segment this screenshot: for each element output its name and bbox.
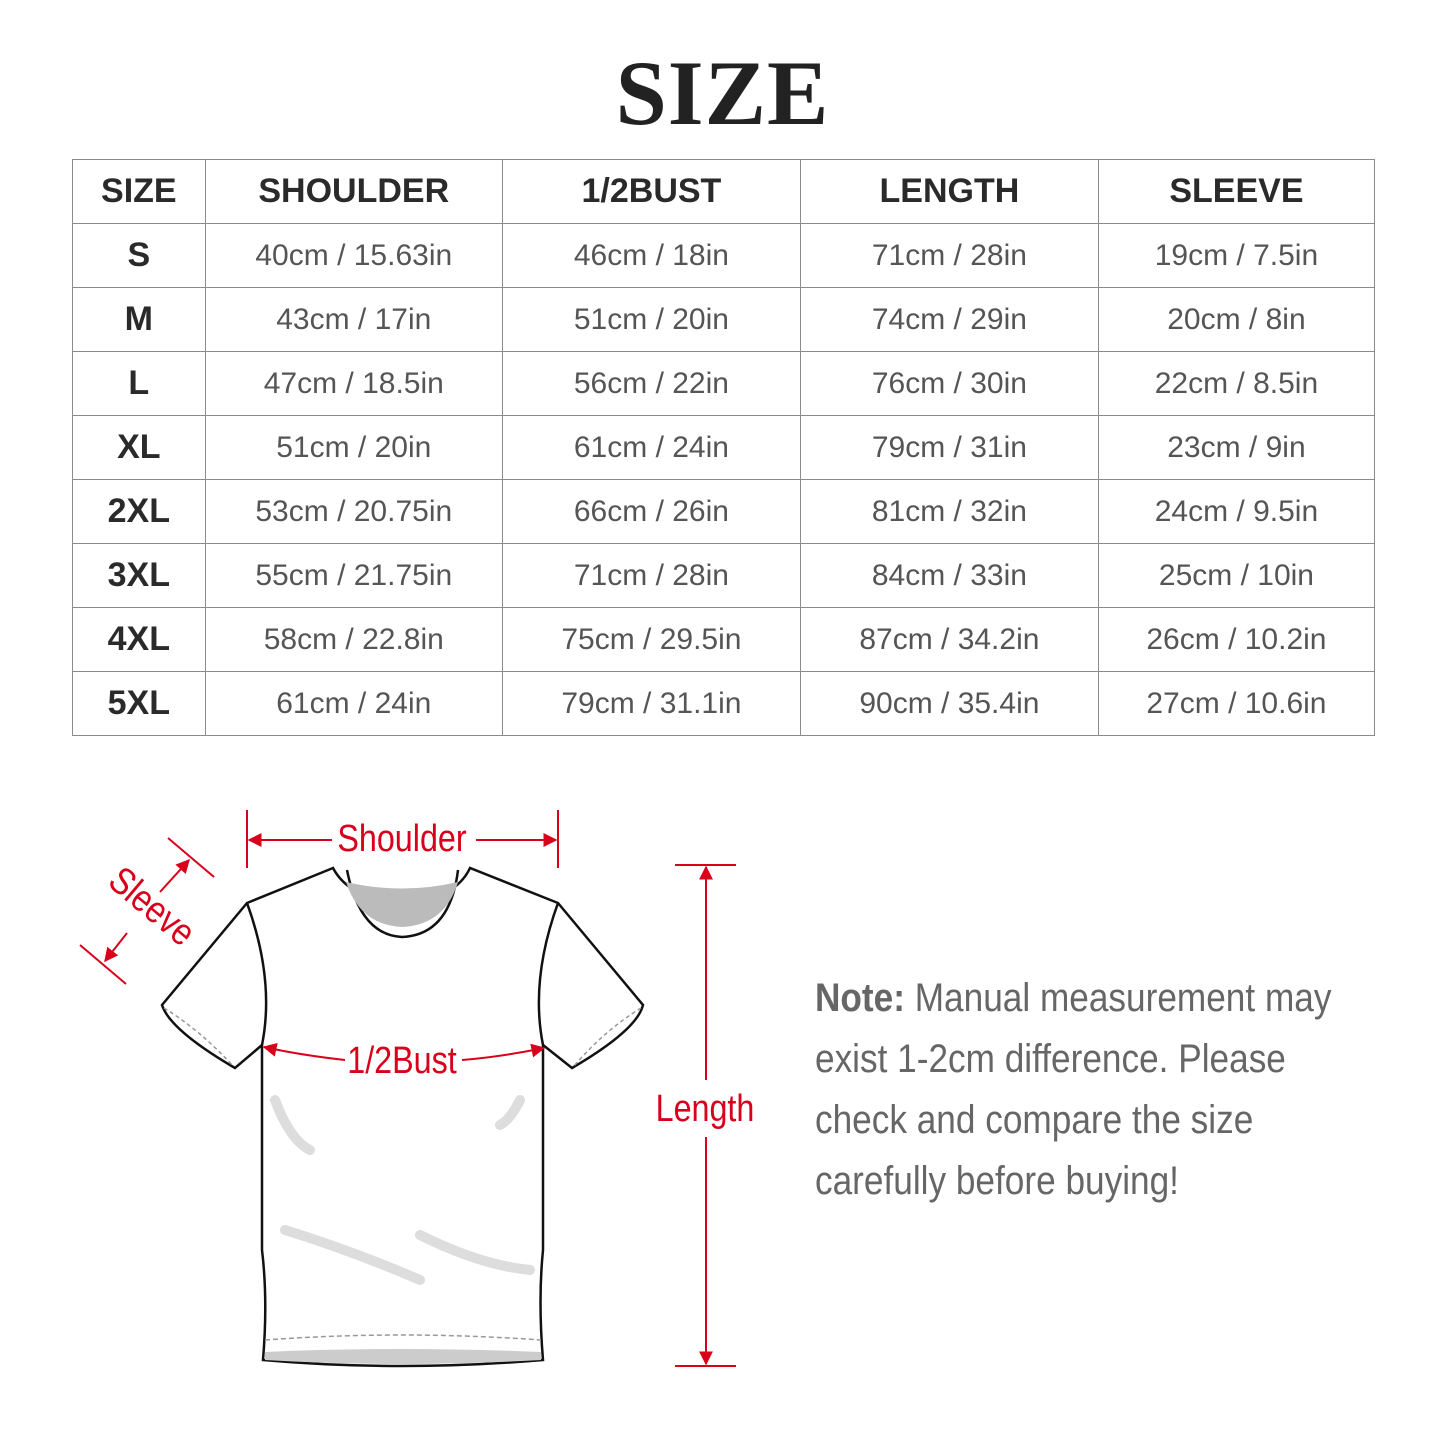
measurement-cell: 51cm / 20in xyxy=(204,415,503,480)
measurement-cell: 22cm / 8.5in xyxy=(1097,351,1376,416)
size-cell: 3XL xyxy=(72,543,206,608)
measurement-cell: 76cm / 30in xyxy=(799,351,1099,416)
measurement-cell: 26cm / 10.2in xyxy=(1097,607,1376,672)
note-text: Note: Manual measurement may exist 1-2cm… xyxy=(815,968,1331,1212)
size-cell: S xyxy=(72,223,206,288)
measurement-cell: 46cm / 18in xyxy=(501,223,801,288)
measurement-cell: 74cm / 29in xyxy=(799,287,1099,352)
table-header-row: SIZE SHOULDER 1/2BUST LENGTH SLEEVE xyxy=(72,159,1376,224)
note-line: carefully before buying! xyxy=(815,1159,1179,1203)
size-table: SIZE SHOULDER 1/2BUST LENGTH SLEEVE S 40cm / … xyxy=(72,159,1376,736)
table-row: XL 51cm / 20in 61cm / 24in 79cm / 31in 23cm … xyxy=(72,415,1376,480)
note-label: Note: xyxy=(815,976,905,1020)
note-line: exist 1-2cm difference. Please xyxy=(815,1037,1286,1081)
measurement-cell: 24cm / 9.5in xyxy=(1097,479,1376,544)
measurement-cell: 66cm / 26in xyxy=(501,479,801,544)
measurement-cell: 84cm / 33in xyxy=(799,543,1099,608)
measurement-cell: 79cm / 31in xyxy=(799,415,1099,480)
measurement-cell: 61cm / 24in xyxy=(501,415,801,480)
sleeve-label: Sleeve xyxy=(101,859,204,955)
measurement-cell: 75cm / 29.5in xyxy=(501,607,801,672)
wrinkle-shading xyxy=(270,1095,535,1285)
table-row: 3XL 55cm / 21.75in 71cm / 28in 84cm / 33in 2… xyxy=(72,543,1376,608)
measurement-cell: 25cm / 10in xyxy=(1097,543,1376,608)
measurement-cell: 23cm / 9in xyxy=(1097,415,1376,480)
measurement-cell: 71cm / 28in xyxy=(501,543,801,608)
measurement-cell: 79cm / 31.1in xyxy=(501,671,801,736)
measurement-cell: 40cm / 15.63in xyxy=(204,223,503,288)
measurement-cell: 58cm / 22.8in xyxy=(204,607,503,672)
size-cell: 4XL xyxy=(72,607,206,672)
tshirt-icon xyxy=(160,866,645,1368)
measurement-cell: 81cm / 32in xyxy=(799,479,1099,544)
size-cell: 2XL xyxy=(72,479,206,544)
measurement-cell: 90cm / 35.4in xyxy=(799,671,1099,736)
column-header: LENGTH xyxy=(799,159,1099,224)
table-row: 2XL 53cm / 20.75in 66cm / 26in 81cm / 32in 2… xyxy=(72,479,1376,544)
measurement-cell: 53cm / 20.75in xyxy=(204,479,503,544)
measurement-cell: 20cm / 8in xyxy=(1097,287,1376,352)
size-cell: L xyxy=(72,351,206,416)
table-row: M 43cm / 17in 51cm / 20in 74cm / 29in 20cm /… xyxy=(72,287,1376,352)
shoulder-label: Shoulder xyxy=(337,818,466,860)
measurement-cell: 43cm / 17in xyxy=(204,287,503,352)
measurement-cell: 27cm / 10.6in xyxy=(1097,671,1376,736)
measurement-cell: 19cm / 7.5in xyxy=(1097,223,1376,288)
bust-label: 1/2Bust xyxy=(347,1040,457,1082)
column-header: 1/2BUST xyxy=(501,159,801,224)
length-label: Length xyxy=(656,1088,755,1130)
measurement-cell: 56cm / 22in xyxy=(501,351,801,416)
measure-lines xyxy=(79,810,736,1367)
table-row: 5XL 61cm / 24in 79cm / 31.1in 90cm / 35.4in… xyxy=(72,671,1376,736)
measurement-cell: 47cm / 18.5in xyxy=(204,351,503,416)
note-line: Manual measurement may xyxy=(904,976,1332,1020)
table-row: S 40cm / 15.63in 46cm / 18in 71cm / 28in 19c… xyxy=(72,223,1376,288)
size-cell: M xyxy=(72,287,206,352)
note-line: check and compare the size xyxy=(815,1098,1254,1142)
measurement-cell: 61cm / 24in xyxy=(204,671,503,736)
measurement-cell: 55cm / 21.75in xyxy=(204,543,503,608)
size-cell: 5XL xyxy=(72,671,206,736)
table-row: L 47cm / 18.5in 56cm / 22in 76cm / 30in 22cm… xyxy=(72,351,1376,416)
column-header: SIZE xyxy=(72,159,206,224)
column-header: SLEEVE xyxy=(1097,159,1376,224)
measurement-cell: 51cm / 20in xyxy=(501,287,801,352)
page-title: SIZE xyxy=(615,42,830,144)
